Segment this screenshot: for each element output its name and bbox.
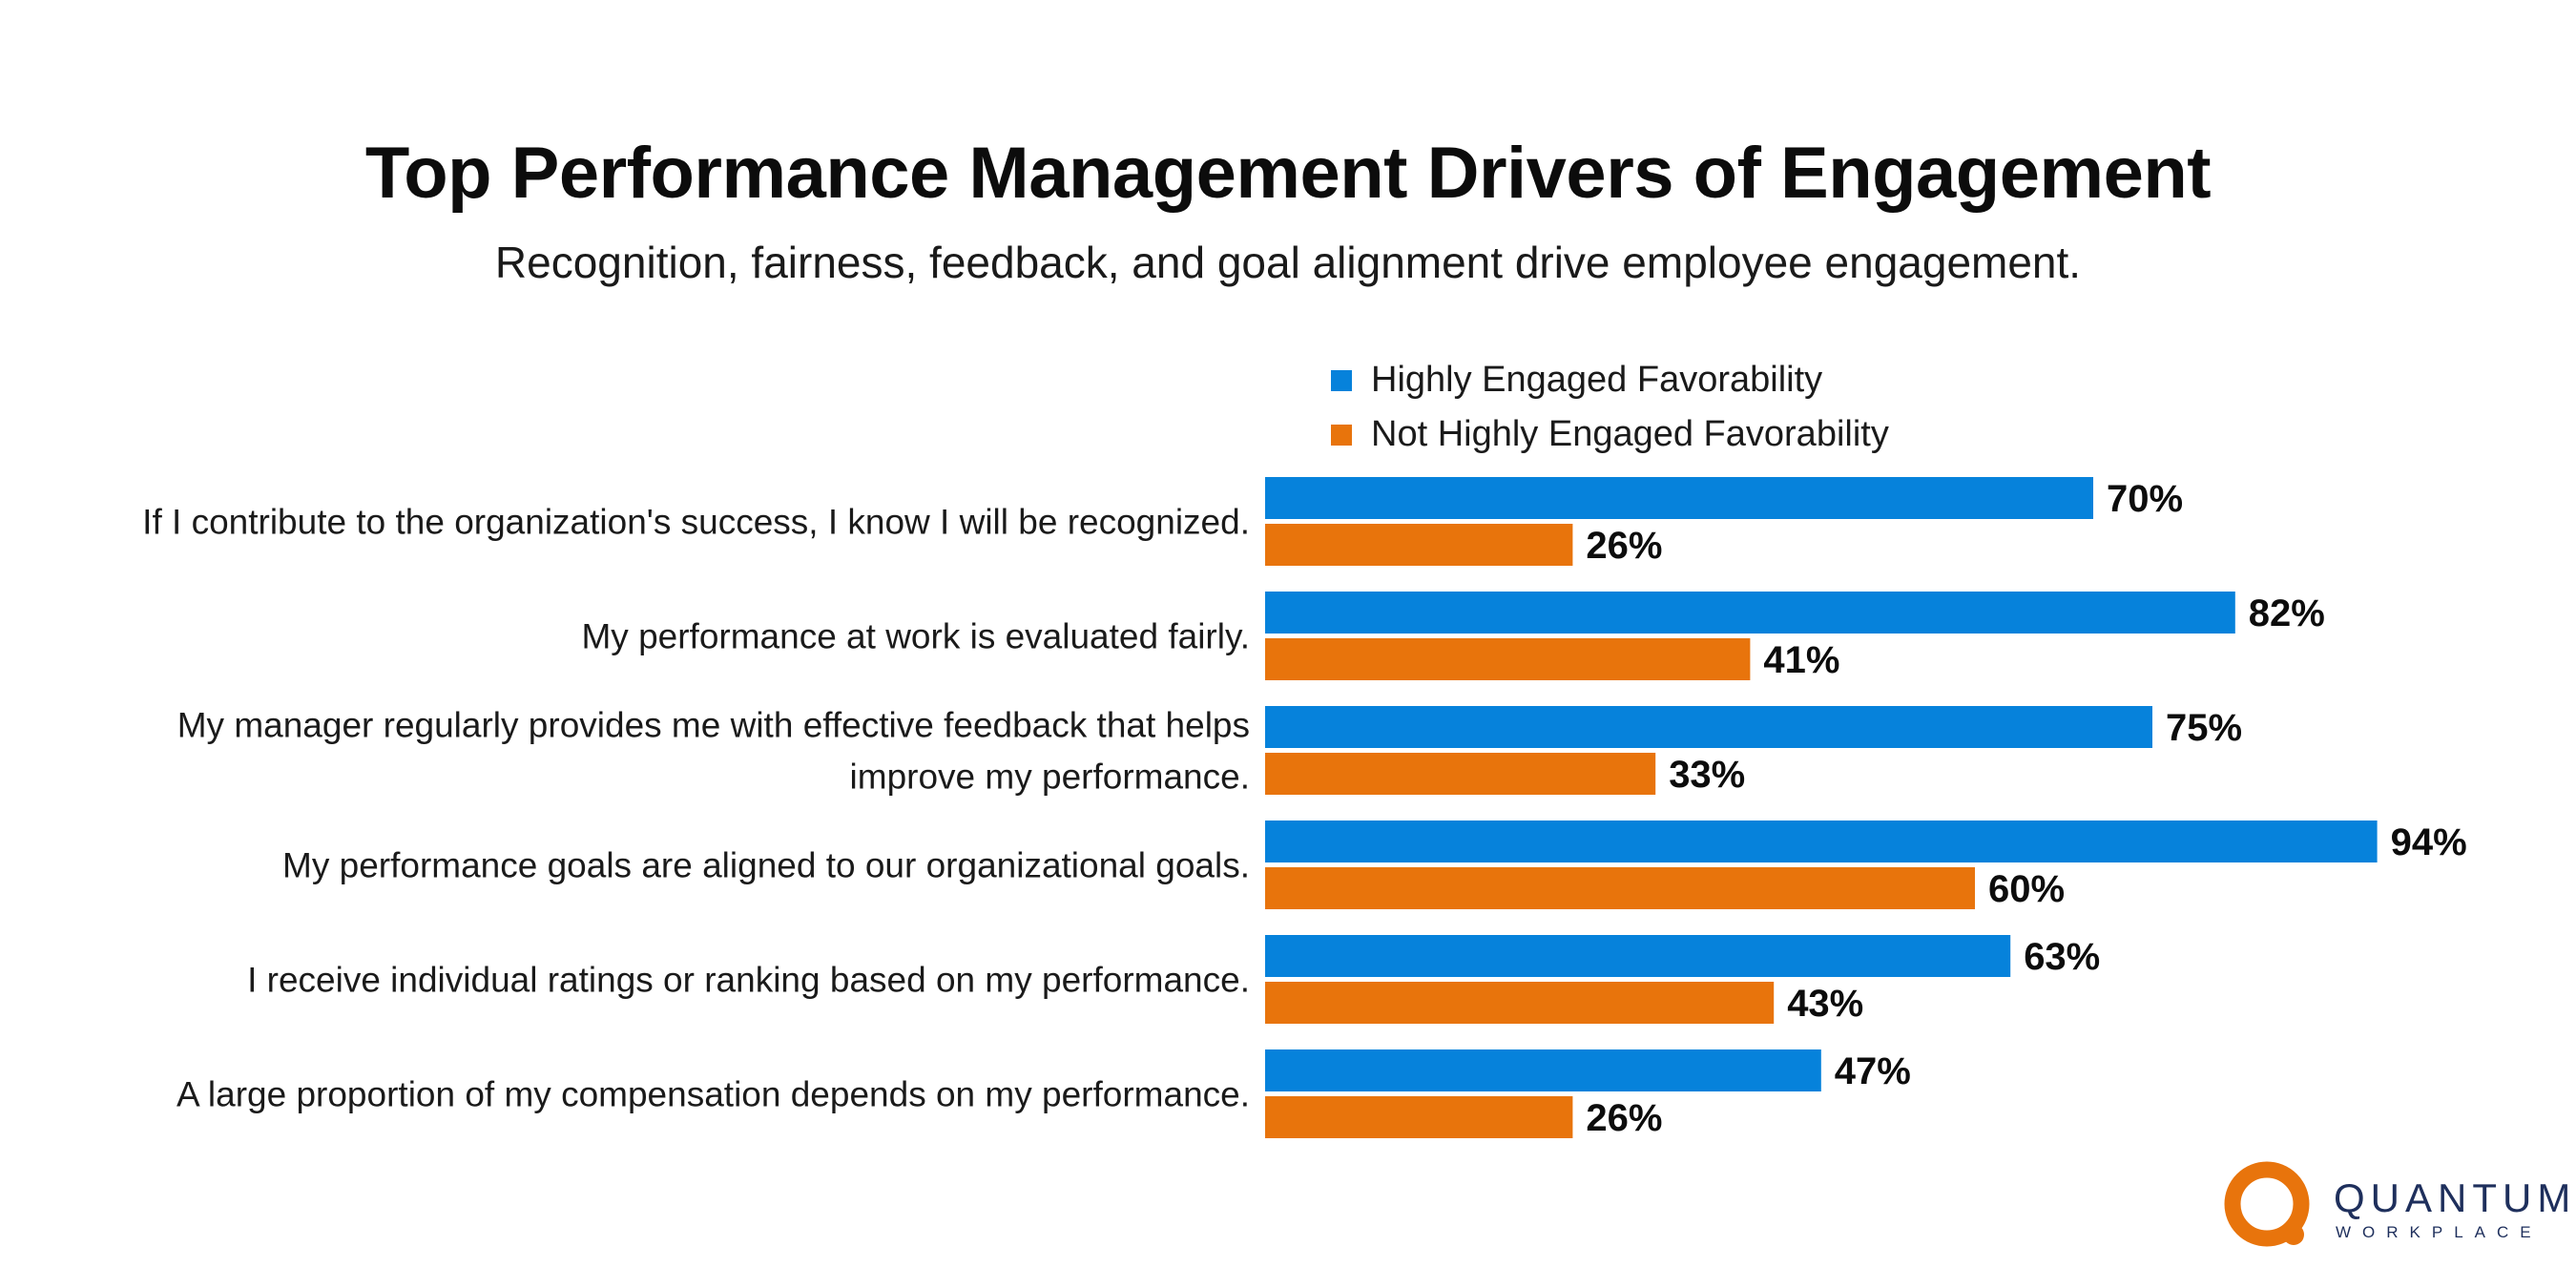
bar-not-highly-engaged-favorability-2: [1265, 638, 1751, 680]
logo-wordmark: QUANTUM: [2334, 1175, 2576, 1220]
legend-item-not-highly-engaged: Not Highly Engaged Favorability: [1331, 407, 1889, 462]
logo-ring-icon: [2224, 1161, 2310, 1247]
value-label-highly-engaged-favorability-1: 70%: [2107, 478, 2183, 520]
category-label-3-line-2: improve my performance.: [850, 758, 1250, 797]
legend-item-highly-engaged: Highly Engaged Favorability: [1331, 353, 1889, 407]
value-label-not-highly-engaged-favorability-1: 26%: [1586, 525, 1662, 567]
quantum-workplace-logo: QUANTUM WORKPLACE: [2219, 1156, 2570, 1252]
bar-not-highly-engaged-favorability-4: [1265, 867, 1975, 909]
bar-highly-engaged-favorability-5: [1265, 935, 2011, 977]
legend-swatch-not-highly-engaged: [1331, 424, 1352, 446]
bar-not-highly-engaged-favorability-3: [1265, 753, 1656, 795]
value-label-not-highly-engaged-favorability-5: 43%: [1787, 983, 1863, 1025]
chart-legend: Highly Engaged Favorability Not Highly E…: [1331, 353, 1889, 462]
bar-highly-engaged-favorability-2: [1265, 592, 2235, 634]
bar-highly-engaged-favorability-6: [1265, 1049, 1821, 1091]
value-label-highly-engaged-favorability-5: 63%: [2024, 936, 2100, 978]
bar-highly-engaged-favorability-1: [1265, 477, 2093, 519]
category-label-2: My performance at work is evaluated fair…: [581, 617, 1250, 656]
bar-highly-engaged-favorability-4: [1265, 821, 2378, 862]
bar-not-highly-engaged-favorability-5: [1265, 982, 1775, 1024]
category-label-1: If I contribute to the organization's su…: [142, 503, 1250, 542]
category-label-3-line-1: My manager regularly provides me with ef…: [177, 706, 1250, 745]
logo-tagline: WORKPLACE: [2336, 1223, 2543, 1241]
legend-label-highly-engaged: Highly Engaged Favorability: [1371, 360, 1823, 400]
bar-not-highly-engaged-favorability-6: [1265, 1096, 1573, 1138]
bar-highly-engaged-favorability-3: [1265, 706, 2152, 748]
value-label-not-highly-engaged-favorability-4: 60%: [1988, 868, 2065, 910]
value-label-highly-engaged-favorability-2: 82%: [2249, 592, 2325, 634]
chart-title: Top Performance Management Drivers of En…: [364, 133, 2212, 214]
legend-label-not-highly-engaged: Not Highly Engaged Favorability: [1371, 414, 1889, 454]
value-label-highly-engaged-favorability-6: 47%: [1835, 1050, 1911, 1092]
value-label-not-highly-engaged-favorability-3: 33%: [1669, 754, 1745, 796]
chart-subtitle: Recognition, fairness, feedback, and goa…: [494, 238, 2082, 287]
bar-not-highly-engaged-favorability-1: [1265, 524, 1573, 566]
value-label-highly-engaged-favorability-4: 94%: [2391, 821, 2467, 863]
value-label-not-highly-engaged-favorability-2: 41%: [1763, 639, 1839, 681]
category-label-5: I receive individual ratings or ranking …: [247, 961, 1250, 1000]
category-label-6: A large proportion of my compensation de…: [177, 1075, 1250, 1114]
category-label-4: My performance goals are aligned to our …: [282, 846, 1250, 885]
value-label-not-highly-engaged-favorability-6: 26%: [1586, 1097, 1662, 1139]
legend-swatch-highly-engaged: [1331, 369, 1352, 391]
category-label-3: My manager regularly provides me with ef…: [177, 706, 1250, 797]
value-label-highly-engaged-favorability-3: 75%: [2166, 707, 2242, 749]
